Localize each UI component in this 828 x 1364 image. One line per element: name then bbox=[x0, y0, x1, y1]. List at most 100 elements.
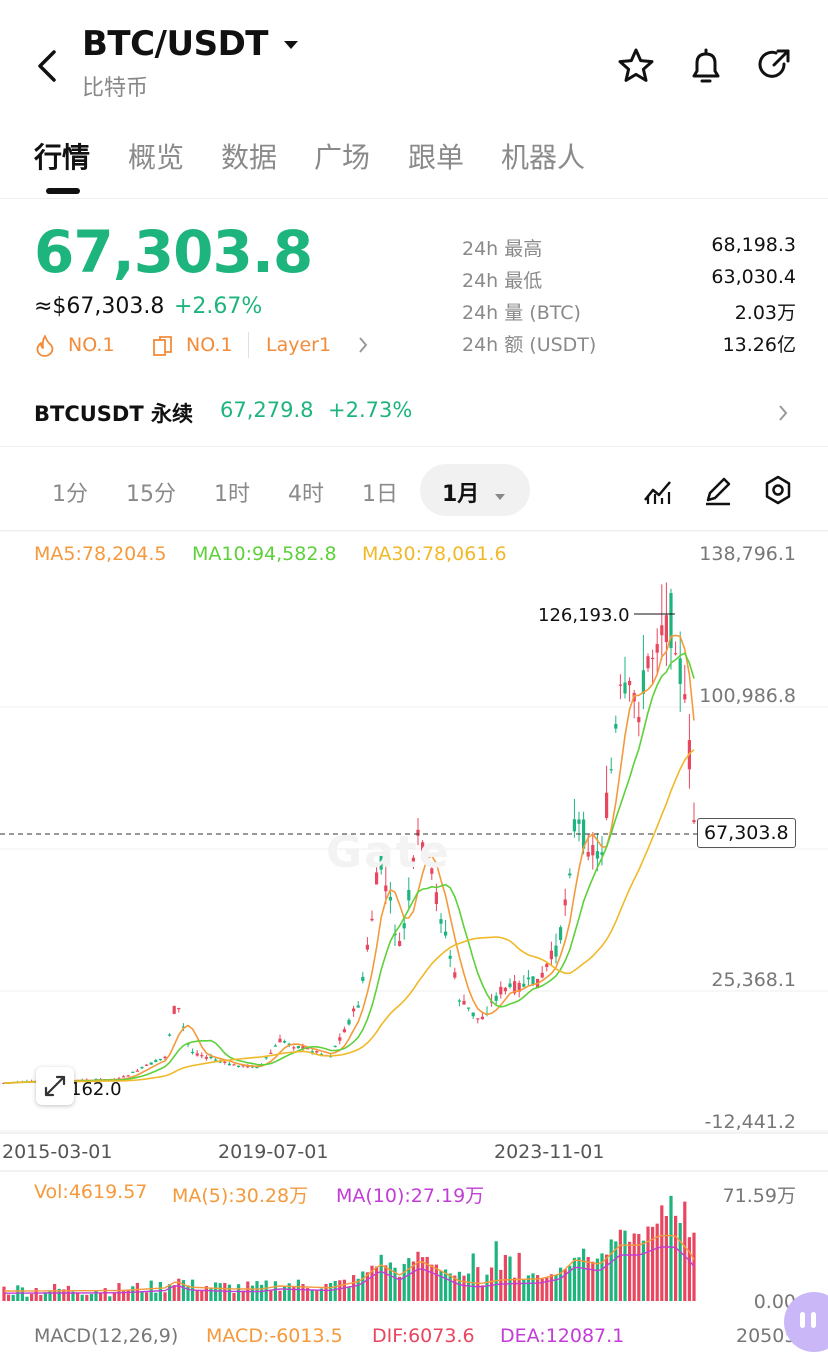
candle-body bbox=[338, 1037, 342, 1041]
volume-bar bbox=[517, 1252, 521, 1301]
timeframe-1d[interactable]: 1日 bbox=[362, 482, 398, 507]
volume-axis-zero: 0.00 bbox=[753, 1291, 796, 1313]
timeframe-selected[interactable]: 1月 bbox=[420, 464, 530, 516]
volume-bar bbox=[57, 1288, 61, 1301]
divider bbox=[0, 198, 828, 199]
volume-bar bbox=[154, 1292, 158, 1301]
timeframe-4h[interactable]: 4时 bbox=[288, 482, 324, 507]
candle-body bbox=[264, 1057, 268, 1059]
volume-bar bbox=[453, 1275, 457, 1301]
volume-bar bbox=[503, 1254, 507, 1301]
volume-bar bbox=[103, 1288, 107, 1301]
volume-bar bbox=[39, 1295, 43, 1301]
volume-bar bbox=[683, 1201, 687, 1301]
candle-body bbox=[292, 1047, 296, 1049]
candle-body bbox=[457, 1000, 461, 1002]
candle-body bbox=[577, 819, 581, 824]
volume-bar bbox=[678, 1222, 682, 1301]
candle-body bbox=[637, 716, 641, 723]
candle-body bbox=[591, 844, 595, 856]
last-price: 67,303.8 bbox=[34, 218, 313, 286]
volume-bar bbox=[108, 1296, 112, 1301]
back-arrow-icon[interactable] bbox=[30, 46, 66, 86]
volume-bar bbox=[618, 1229, 622, 1301]
volume-bar bbox=[499, 1269, 503, 1301]
candle-body bbox=[499, 986, 503, 995]
pair-title[interactable]: BTC/USDT bbox=[82, 24, 269, 64]
candlestick-chart[interactable]: Gate MA5:78,204.5 MA10:94,582.8 MA30:78,… bbox=[0, 531, 828, 1364]
volume-bar bbox=[329, 1283, 333, 1301]
volume-bar bbox=[370, 1265, 374, 1301]
candle-body bbox=[421, 842, 425, 855]
assistant-float-button[interactable] bbox=[784, 1292, 828, 1352]
timeframe-15m[interactable]: 15分 bbox=[126, 482, 176, 507]
volume-bar bbox=[407, 1258, 411, 1301]
indicator-icon[interactable] bbox=[642, 474, 674, 506]
tab-square[interactable]: 广场 bbox=[314, 141, 371, 174]
ma10-line bbox=[3, 652, 695, 1084]
candle-body bbox=[425, 848, 429, 850]
volume-bar bbox=[476, 1267, 480, 1301]
volume-bar bbox=[296, 1279, 300, 1301]
volume-bar bbox=[301, 1283, 305, 1301]
volume-bar bbox=[522, 1279, 526, 1301]
candle-body bbox=[641, 670, 645, 694]
star-icon[interactable] bbox=[616, 46, 656, 86]
candle-body bbox=[540, 972, 544, 978]
candle-body bbox=[379, 855, 383, 870]
volume-bar bbox=[34, 1288, 38, 1301]
volume-bar bbox=[568, 1265, 572, 1301]
volume-bar bbox=[559, 1267, 563, 1301]
candle-body bbox=[135, 1070, 139, 1072]
candle-body bbox=[646, 656, 650, 669]
volume-bar bbox=[94, 1290, 98, 1301]
pair-dropdown-icon[interactable] bbox=[282, 36, 300, 55]
candle-body bbox=[301, 1046, 305, 1050]
tab-overview[interactable]: 概览 bbox=[128, 141, 185, 174]
expand-icon[interactable] bbox=[36, 1067, 74, 1105]
volume-bar bbox=[269, 1290, 273, 1301]
candle-body bbox=[278, 1038, 282, 1043]
volume-bar bbox=[223, 1282, 227, 1301]
candle-body bbox=[411, 857, 415, 864]
chevron-right-icon bbox=[356, 334, 370, 361]
candle-body bbox=[655, 643, 659, 653]
volume-bar bbox=[324, 1283, 328, 1301]
volume-bar bbox=[485, 1274, 489, 1301]
tab-data[interactable]: 数据 bbox=[221, 141, 278, 174]
draw-pencil-icon[interactable] bbox=[702, 474, 734, 506]
volume-bar bbox=[112, 1293, 116, 1301]
bell-icon[interactable] bbox=[686, 46, 726, 86]
volume-bar bbox=[168, 1284, 172, 1301]
candle-body bbox=[678, 658, 682, 684]
volume-bar bbox=[490, 1267, 494, 1301]
candle-body bbox=[526, 977, 530, 980]
candle-body bbox=[384, 885, 388, 892]
volume-bar bbox=[209, 1287, 213, 1301]
tab-market[interactable]: 行情 bbox=[34, 141, 91, 174]
candle-body bbox=[572, 819, 576, 832]
rank-tag-volume: NO.1 bbox=[186, 334, 233, 356]
candle-body bbox=[605, 792, 609, 818]
candle-body bbox=[255, 1066, 259, 1069]
volume-bar bbox=[283, 1286, 287, 1301]
timeframe-1m[interactable]: 1分 bbox=[52, 482, 88, 507]
volume-bar bbox=[7, 1294, 11, 1301]
stat-value: 63,030.4 bbox=[711, 266, 796, 288]
active-tab-indicator bbox=[46, 188, 80, 194]
volume-bar bbox=[467, 1273, 471, 1301]
chart-canvas[interactable] bbox=[0, 531, 828, 1364]
main-tabs: 行情 概览 数据 广场 跟单 机器人 bbox=[0, 128, 828, 198]
share-icon[interactable] bbox=[754, 46, 794, 86]
timeframe-1h[interactable]: 1时 bbox=[214, 482, 250, 507]
tab-bots[interactable]: 机器人 bbox=[501, 141, 586, 174]
volume-ma5-line bbox=[4, 1234, 695, 1292]
volume-bar bbox=[145, 1292, 149, 1301]
candle-body bbox=[241, 1064, 245, 1067]
volume-bar bbox=[674, 1215, 678, 1301]
perpetual-row[interactable]: BTCUSDT 永续 67,279.8 +2.73% bbox=[34, 398, 794, 430]
candle-body bbox=[462, 1000, 466, 1005]
caret-down-icon bbox=[494, 486, 506, 505]
chart-settings-icon[interactable] bbox=[762, 474, 794, 506]
tab-copy-trading[interactable]: 跟单 bbox=[408, 141, 465, 174]
